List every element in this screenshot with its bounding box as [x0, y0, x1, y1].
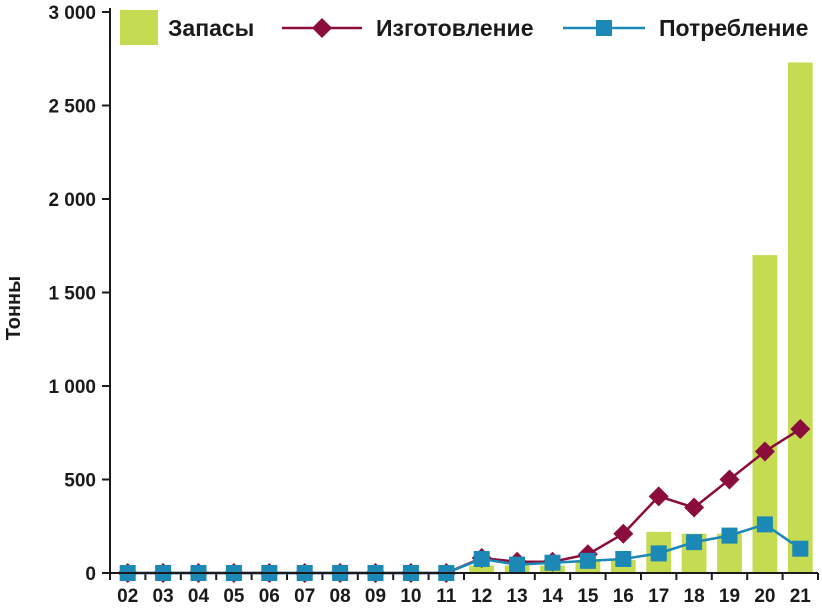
square-marker-13	[509, 556, 526, 573]
square-marker-21	[792, 540, 809, 557]
x-tick-label: 02	[117, 586, 138, 607]
x-tick-label: 08	[330, 586, 351, 607]
y-tick-label: 500	[64, 471, 96, 492]
legend-label-3: Потребление	[659, 15, 808, 41]
legend-swatch-bar	[120, 10, 158, 45]
square-marker-14	[544, 554, 561, 571]
square-marker-16	[615, 550, 632, 567]
y-tick-label: 1 000	[48, 377, 96, 398]
square-marker-15	[579, 552, 596, 569]
y-tick-label: 2 500	[48, 97, 96, 118]
x-tick-label: 20	[754, 586, 775, 607]
legend-marker-1	[312, 18, 332, 38]
bar-21	[787, 62, 813, 574]
x-tick-label: 13	[507, 586, 528, 607]
legend-label-2: Изготовление	[376, 15, 534, 41]
x-tick-label: 17	[648, 586, 669, 607]
y-tick-label: 1 500	[48, 284, 96, 305]
legend-marker-2	[596, 20, 612, 36]
x-tick-label: 21	[790, 586, 812, 607]
square-marker-12	[473, 550, 490, 567]
x-tick-label: 05	[223, 586, 245, 607]
x-tick-label: 14	[542, 586, 564, 607]
diamond-marker-18	[684, 497, 705, 518]
x-tick-label: 19	[719, 586, 740, 607]
diamond-marker-17	[648, 486, 669, 507]
bar-12	[469, 565, 495, 573]
diamond-marker-19	[719, 469, 740, 490]
y-axis-title: Тонны	[3, 276, 25, 340]
x-axis-ticks: 02 03 04 05 06 07 08 09 10 11 12 13 14 15 16 17 18 19 20 21	[109, 573, 819, 607]
axes	[109, 8, 818, 574]
diamond-marker-20	[754, 441, 775, 462]
legend: Запасы Изготовление Потребление	[120, 10, 808, 45]
square-marker-17	[650, 545, 667, 562]
x-tick-label: 09	[365, 586, 386, 607]
bars-group	[469, 62, 813, 574]
x-tick-label: 15	[577, 586, 599, 607]
square-marker-18	[686, 534, 703, 551]
square-marker-20	[756, 516, 773, 533]
diamond-marker-21	[790, 419, 811, 440]
y-axis-ticks: 0 500 1 000 1 500 2 000 2 500 3 000	[48, 3, 110, 585]
x-tick-label: 18	[684, 586, 705, 607]
y-tick-label: 2 000	[48, 190, 96, 211]
y-tick-label: 0	[85, 564, 96, 585]
x-tick-label: 06	[259, 586, 280, 607]
diamond-marker-16	[613, 523, 634, 544]
x-tick-label: 07	[294, 586, 315, 607]
x-tick-label: 11	[436, 586, 457, 607]
x-tick-label: 12	[471, 586, 492, 607]
legend-label-1: Запасы	[168, 15, 254, 41]
square-marker-19	[721, 527, 738, 544]
x-tick-label: 10	[400, 586, 421, 607]
y-tick-label: 3 000	[48, 3, 96, 24]
x-tick-label: 16	[613, 586, 634, 607]
x-tick-label: 03	[153, 586, 174, 607]
x-tick-label: 04	[188, 586, 210, 607]
